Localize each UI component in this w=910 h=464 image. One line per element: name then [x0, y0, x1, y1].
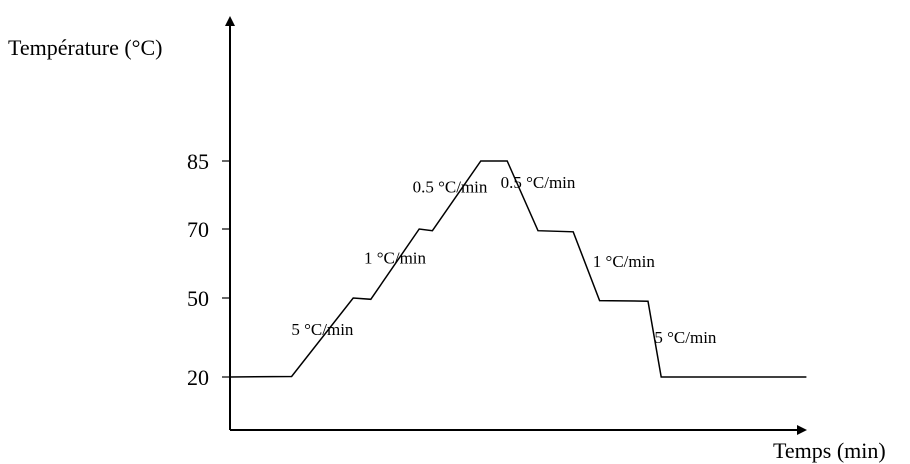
x-axis-label: Temps (min): [773, 438, 886, 463]
y-tick-label-70: 70: [187, 217, 209, 242]
y-tick-label-85: 85: [187, 149, 209, 174]
annotations: 5 °C/min 1 °C/min 0.5 °C/min 0.5 °C/min 1 °C…: [291, 173, 717, 347]
y-tick-label-50: 50: [187, 286, 209, 311]
annotation-rate-4: 1 °C/min: [593, 252, 656, 271]
annotation-rate-2: 0.5 °C/min: [413, 178, 488, 197]
y-tick-label-20: 20: [187, 365, 209, 390]
annotation-rate-1: 1 °C/min: [364, 249, 427, 268]
annotation-rate-5: 5 °C/min: [654, 328, 717, 347]
annotation-rate-3: 0.5 °C/min: [501, 173, 576, 192]
y-tick-labels: 20 50 70 85: [187, 149, 230, 390]
series-line-0: [229, 160, 807, 378]
y-axis-label: Température (°C): [8, 35, 162, 60]
series-lines: [229, 160, 807, 378]
annotation-rate-0: 5 °C/min: [291, 320, 354, 339]
